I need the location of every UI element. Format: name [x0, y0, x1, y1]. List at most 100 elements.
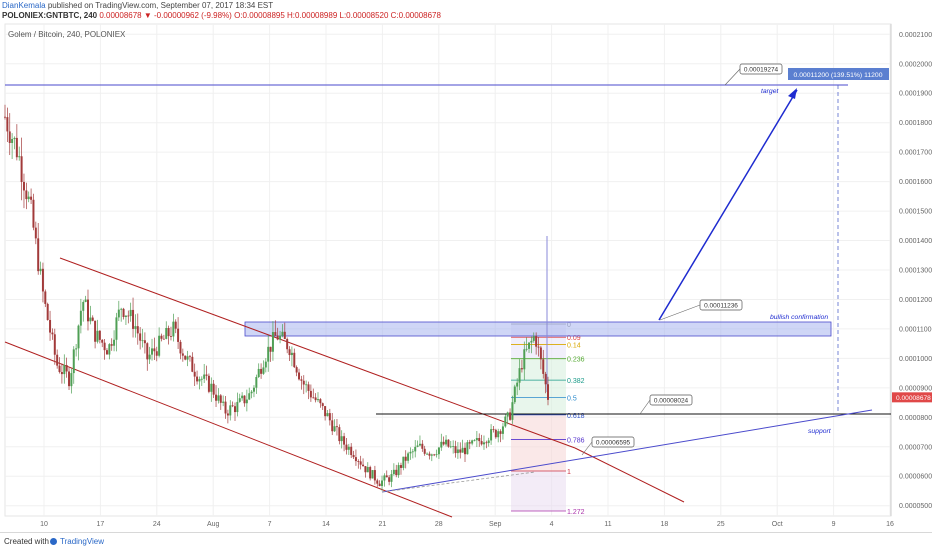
candle-body: [188, 356, 191, 358]
candle-body: [205, 374, 208, 376]
candle-body: [196, 376, 199, 382]
bullish-callout-text: 0.00011236: [704, 303, 738, 310]
candle-body: [60, 372, 63, 375]
candle-body: [84, 299, 87, 302]
candle-body: [338, 427, 341, 442]
candle-body: [279, 335, 282, 340]
candle-body: [58, 365, 61, 373]
candle-body: [274, 332, 277, 336]
candle-body: [169, 336, 172, 337]
x-tick-label: 7: [268, 521, 272, 528]
candle-body: [224, 401, 227, 414]
candle-body: [528, 342, 531, 349]
candle-body: [478, 438, 481, 442]
candle-body: [511, 402, 514, 420]
candle-body: [490, 429, 493, 441]
candle-body: [200, 378, 203, 380]
candle-body: [283, 331, 286, 339]
symbol-info: POLONIEX:GNTBTC, 240 0.00008678 ▼ -0.000…: [2, 11, 441, 23]
candle-body: [385, 475, 388, 478]
fib-zone-green: [511, 358, 566, 415]
candle-body: [172, 321, 175, 337]
x-tick-label: 14: [322, 521, 330, 528]
candle-body: [115, 317, 118, 340]
x-tick-label: 25: [717, 521, 725, 528]
candle-body: [231, 405, 234, 407]
candle-body: [302, 380, 305, 385]
candle-body: [535, 336, 538, 347]
down-arrow-icon: ▼: [143, 11, 152, 20]
ohlc-values: O:0.00008895 H:0.00008989 L:0.00008520 C…: [234, 11, 441, 20]
candle-body: [193, 371, 196, 377]
candle-body: [423, 448, 426, 454]
candle-body: [523, 349, 526, 370]
candle-body: [430, 454, 433, 456]
candle-body: [207, 375, 210, 392]
bullish-zone: [244, 321, 832, 337]
candle-body: [411, 451, 414, 453]
candle-body: [520, 368, 523, 370]
candle-body: [421, 443, 424, 449]
measure-text: 0.00011200 (139.51%) 11200: [794, 72, 883, 79]
candle-body: [11, 139, 14, 144]
candle-body: [136, 326, 139, 334]
tradingview-link[interactable]: TradingView: [60, 537, 105, 546]
y-tick-label: 0.00005000: [899, 503, 932, 510]
candle-body: [397, 465, 400, 476]
candle-body: [236, 401, 239, 413]
price-change: -0.00000962 (-9.98%): [154, 11, 232, 20]
x-tick-label: Sep: [489, 521, 502, 528]
candle-body: [340, 436, 343, 442]
x-tick-label: 16: [886, 521, 894, 528]
candle-body: [456, 449, 459, 454]
last-price: 0.00008678: [99, 11, 142, 20]
fib-level-label: 1: [567, 469, 571, 476]
candle-body: [309, 390, 312, 398]
candle-body: [37, 238, 40, 272]
fib-level-label: 0.14: [567, 343, 581, 350]
candle-body: [148, 354, 151, 360]
created-with-text: Created with: [4, 537, 49, 546]
target-callout-box: [739, 63, 783, 75]
support-callout-text: 0.00008024: [654, 398, 689, 405]
candle-body: [70, 373, 73, 387]
candle-body: [174, 321, 177, 329]
candle-body: [167, 327, 170, 337]
candle-body: [376, 480, 379, 484]
fib-level-label: 0.09: [567, 335, 581, 342]
author-link[interactable]: DianKemala: [2, 1, 46, 10]
candle-body: [321, 403, 324, 407]
candle-body: [217, 395, 220, 401]
candle-body: [530, 340, 533, 343]
bullish-label: bullish confirmation: [770, 314, 828, 321]
y-tick-label: 0.00011000: [899, 326, 932, 333]
candle-body: [343, 436, 346, 445]
dashed-base: [381, 471, 536, 493]
candle-body: [44, 291, 47, 304]
candle-body: [269, 346, 272, 352]
candle-body: [15, 137, 18, 158]
candle-body: [416, 445, 419, 447]
candle-body: [134, 326, 137, 329]
candle-body: [46, 303, 49, 320]
candle-body: [354, 457, 357, 462]
drawings[interactable]: [4, 84, 891, 518]
tradingview-logo-icon: [50, 538, 57, 545]
candle-body: [414, 446, 417, 452]
candle-body: [492, 429, 495, 430]
candle-body: [333, 426, 336, 432]
bullish-callout-box: [699, 299, 743, 311]
target-callout-text: 0.00019274: [744, 67, 779, 74]
candle-body: [267, 346, 270, 362]
candle-body: [298, 372, 301, 380]
candle-body: [471, 440, 474, 444]
candle-body: [96, 330, 99, 342]
